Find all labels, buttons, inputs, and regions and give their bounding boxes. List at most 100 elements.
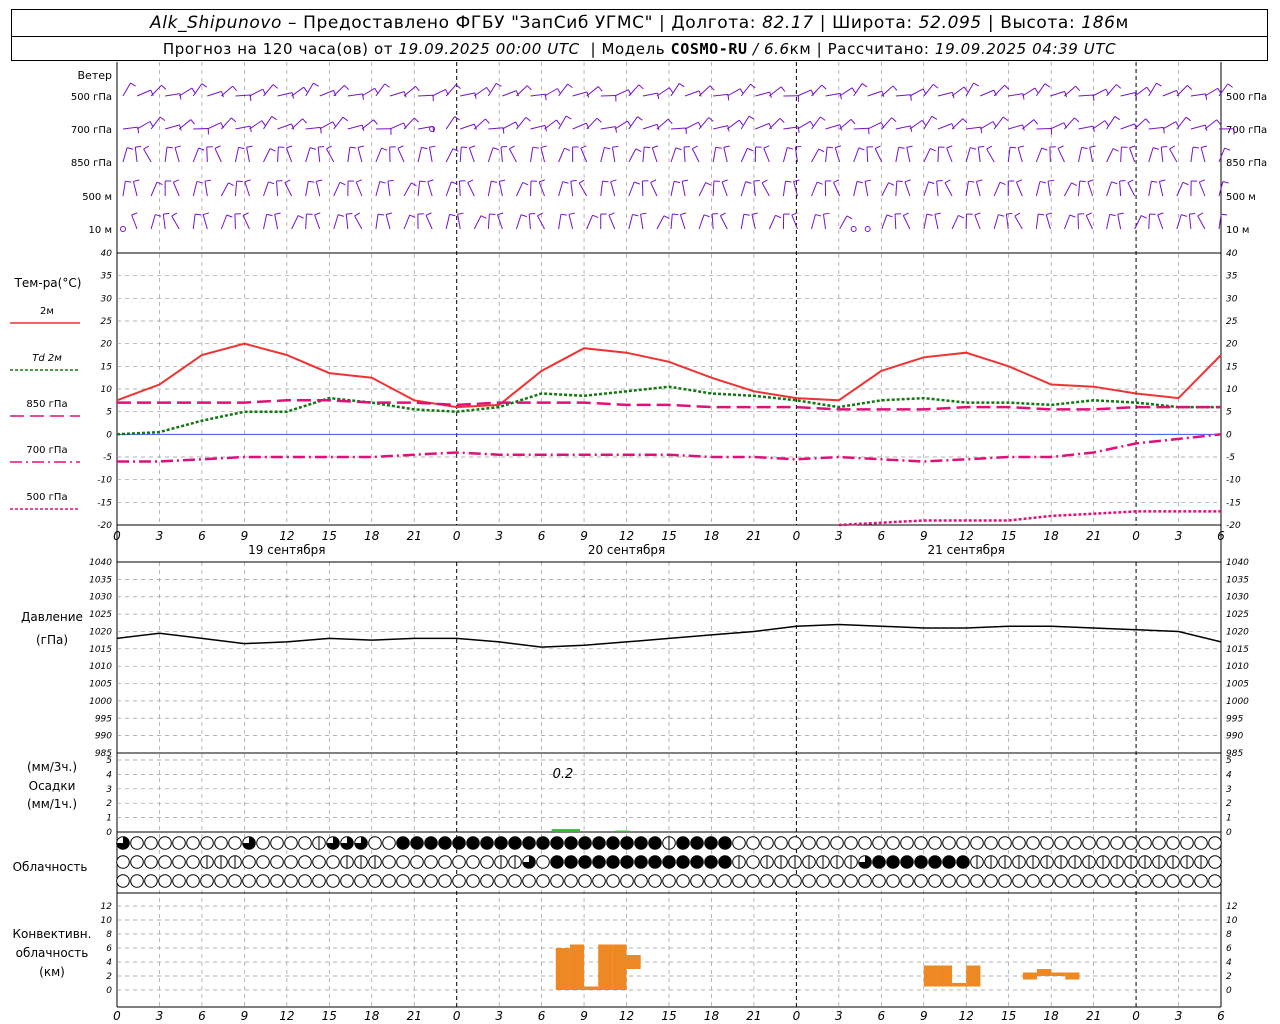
wind-barb-flag	[486, 87, 491, 93]
cloud-cover-symbol	[984, 874, 998, 888]
cloud-cover-symbol	[886, 874, 900, 888]
cloud-cover-symbol	[970, 874, 984, 888]
cloud-cover-symbol	[1096, 836, 1110, 850]
cloud-cover-symbol	[788, 836, 802, 850]
wind-barb	[244, 181, 250, 197]
wind-barb	[628, 116, 638, 130]
hour-tick-label: 18	[1044, 1009, 1060, 1023]
cloud-circle	[844, 874, 858, 888]
wind-barb-flag	[133, 179, 140, 182]
cloud-circle	[270, 874, 284, 888]
altitude-label: | Высота:	[981, 13, 1082, 33]
wind-barb	[614, 89, 629, 97]
cloud-circle	[690, 874, 704, 888]
wind-barb	[966, 126, 982, 130]
cloud-circle	[830, 874, 844, 888]
wind-barb-flag	[201, 83, 208, 88]
wind-barb	[468, 147, 475, 163]
wind-barb	[333, 182, 341, 197]
wind-barb	[713, 125, 728, 130]
cloud-cover-symbol	[816, 874, 830, 888]
hour-tick-label: 9	[580, 529, 588, 543]
wind-barb	[515, 214, 522, 230]
cloud-cover-symbol	[480, 836, 494, 850]
wind-barb	[234, 213, 236, 230]
wind-barb-flag	[657, 93, 660, 100]
wind-barb-flag	[271, 116, 277, 121]
wind-barb-flag	[827, 146, 834, 149]
cloud-circle	[116, 874, 130, 888]
wind-barb	[221, 85, 234, 97]
cloud-circle	[1138, 836, 1152, 850]
temp-tick-label: -5	[103, 453, 112, 463]
wind-barb-flag	[973, 82, 980, 87]
wind-barb	[1176, 85, 1188, 97]
legend-label-t2m: 2м	[40, 306, 54, 317]
wind-barb-flag	[675, 147, 682, 151]
wind-barb	[951, 215, 959, 230]
wind-barb	[375, 181, 381, 197]
cloud-circle	[186, 855, 200, 869]
wind-barb-flag	[921, 120, 927, 126]
wind-barb	[242, 215, 250, 230]
cloud-circle	[1180, 836, 1194, 850]
wind-barb-flag	[1074, 117, 1080, 123]
wind-barb	[131, 214, 138, 230]
cloud-cover-symbol	[998, 874, 1012, 888]
hour-tick-label: 12	[619, 529, 634, 543]
wind-barb-flag	[998, 214, 1005, 217]
wind-barb-flag	[1187, 85, 1193, 90]
wind-barb-flag	[780, 86, 786, 92]
wind-barb	[993, 84, 1005, 97]
cloud-cover-symbol	[214, 836, 228, 850]
wind-barb	[755, 91, 770, 97]
wind-barb	[502, 121, 516, 130]
hour-tick-label: 3	[835, 529, 843, 543]
precip-bar	[551, 829, 580, 832]
cloud-circle	[928, 855, 942, 869]
wind-barb-flag	[833, 179, 840, 183]
wind-barb	[769, 118, 781, 130]
convective-bar	[569, 944, 585, 990]
cloud-cover-symbol	[130, 874, 144, 888]
wind-barb-flag	[131, 212, 138, 216]
temp-tick-label: 40	[101, 249, 113, 259]
hour-tick-label: 6	[877, 1009, 885, 1023]
cloud-cover-symbol	[1054, 855, 1068, 869]
wind-barb-flag	[1197, 212, 1204, 217]
cloud-circle	[634, 836, 648, 850]
wind-barb	[793, 181, 798, 197]
wind-barb	[740, 148, 748, 163]
wind-barb-flag	[231, 117, 237, 123]
precip-tick-label: 0	[106, 828, 112, 838]
wind-barb-flag	[763, 145, 770, 149]
cloud-circle	[172, 836, 186, 850]
wind-barb	[1218, 214, 1222, 230]
cloud-cover-symbol	[326, 836, 340, 850]
cloud-circle	[396, 836, 410, 850]
precip-tick-label: 1	[1226, 814, 1232, 824]
cloud-cover-symbol	[900, 855, 914, 869]
wind-barb	[937, 91, 953, 97]
cloud-cover-symbol	[774, 874, 788, 888]
cloud-cover-symbol	[1026, 874, 1040, 888]
cloud-cover-symbol	[396, 855, 410, 869]
wind-barb-flag	[886, 214, 893, 218]
cloud-cover-symbol	[592, 855, 606, 869]
wind-barb	[670, 83, 680, 97]
wind-barb	[467, 182, 475, 197]
wind-barb	[986, 148, 995, 163]
cloud-circle	[1124, 874, 1138, 888]
cloud-cover-symbol	[1012, 874, 1026, 888]
cloud-circle	[480, 855, 494, 869]
wind-barb	[192, 181, 198, 197]
cloud-cover-symbol	[1152, 855, 1166, 869]
temp-tick-label: -15	[1226, 498, 1241, 508]
wind-barb	[178, 87, 193, 97]
cloud-cover-symbol	[1152, 836, 1166, 850]
model-name: COSMO-RU	[670, 39, 748, 58]
wind-barb	[429, 147, 433, 163]
wind-barb-flag	[308, 180, 315, 183]
conv-tick-label: 12	[1226, 902, 1238, 912]
wind-barb	[347, 93, 363, 97]
